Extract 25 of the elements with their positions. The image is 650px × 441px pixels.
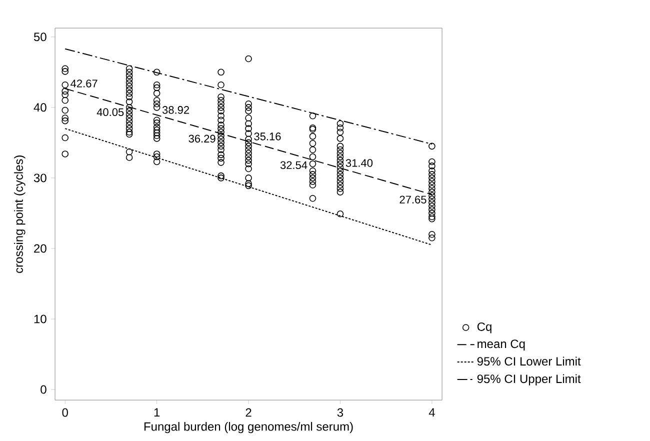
y-tick-label: 50 (34, 32, 46, 42)
legend-label: 95% CI Upper Limit (477, 374, 581, 386)
y-tick-label: 0 (40, 385, 46, 394)
data-label: 36.29 (188, 134, 216, 143)
legend-label: Cq (477, 322, 492, 334)
data-label: 38.92 (162, 106, 189, 114)
x-tick-label: 2 (246, 408, 252, 417)
legend-label: mean Cq (478, 340, 525, 350)
x-axis-title: Fungal burden (log genomes/ml serum) (144, 422, 353, 434)
data-label: 35.16 (254, 132, 281, 140)
data-label: 32.54 (280, 161, 308, 170)
x-tick-label: 3 (337, 408, 344, 417)
legend-label: 95% CI Lower Limit (477, 356, 581, 366)
y-tick-label: 30 (34, 174, 46, 182)
x-tick-label: 0 (62, 408, 68, 417)
x-tick-label: 4 (428, 408, 435, 417)
data-label: 27.65 (400, 196, 426, 204)
y-tick-label: 10 (34, 314, 46, 324)
y-axis-title: crossing point (cycles) (14, 156, 26, 273)
data-label: 40.05 (96, 108, 124, 116)
y-tick-label: 40 (34, 103, 46, 112)
data-label: 42.67 (70, 80, 98, 88)
data-label: 31.40 (346, 159, 373, 167)
x-tick-label: 1 (154, 408, 160, 417)
y-tick-label: 20 (34, 244, 46, 253)
